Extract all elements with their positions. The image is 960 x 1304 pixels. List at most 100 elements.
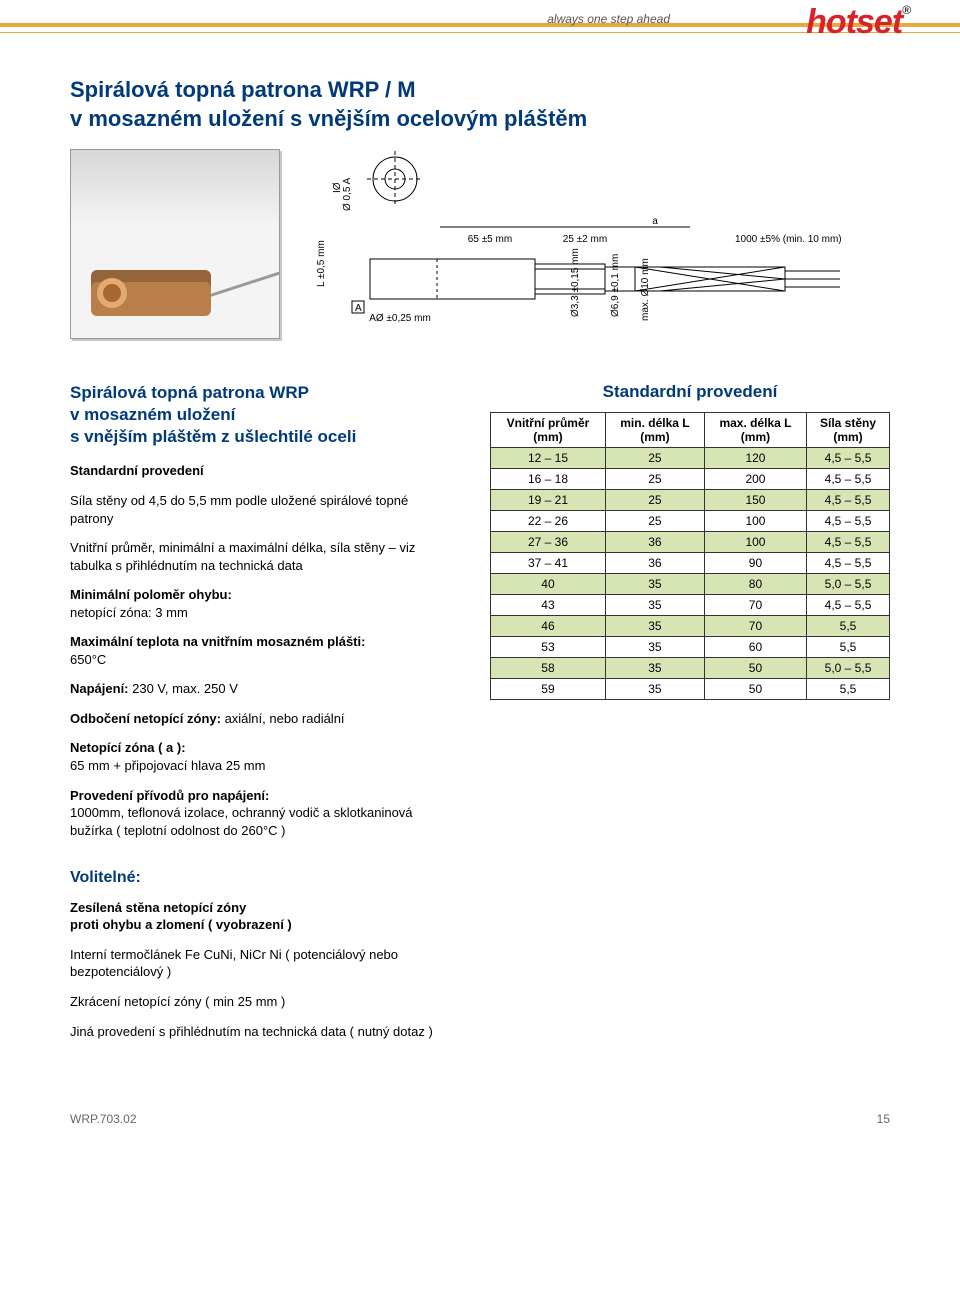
dimension-table: Vnitřní průměr (mm)min. délka L (mm)max.…: [490, 412, 890, 700]
left-p4: Maximální teplota na vnitřním mosazném p…: [70, 633, 450, 668]
lbl-d33: Ø3,3 ±0,15 mm: [570, 248, 581, 317]
lbl-65: 65 ±5 mm: [468, 234, 512, 245]
p7-label: Netopící zóna ( a ):: [70, 740, 186, 755]
table-cell: 90: [704, 553, 806, 574]
table-cell: 19 – 21: [491, 490, 606, 511]
left-p8: Provedení přívodů pro napájení: 1000mm, t…: [70, 787, 450, 840]
tagline: always one step ahead: [547, 12, 670, 26]
table-cell: 80: [704, 574, 806, 595]
table-cell: 100: [704, 532, 806, 553]
table-cell: 200: [704, 469, 806, 490]
sub-l2: v mosazném uložení: [70, 405, 235, 424]
lbl-d10: max. Ø10 mm: [640, 258, 651, 321]
table-th: Síla stěny (mm): [807, 413, 890, 448]
left-p2: Vnitřní průměr, minimální a maximální dé…: [70, 539, 450, 574]
table-cell: 35: [605, 595, 704, 616]
table-cell: 25: [605, 490, 704, 511]
content-columns: Spirálová topná patrona WRP v mosazném u…: [70, 382, 890, 1052]
photo-cable: [201, 263, 280, 300]
brand-reg: ®: [902, 3, 910, 17]
table-cell: 16 – 18: [491, 469, 606, 490]
table-cell: 58: [491, 658, 606, 679]
table-row: 19 – 21251504,5 – 5,5: [491, 490, 890, 511]
table-cell: 35: [605, 658, 704, 679]
table-cell: 50: [704, 658, 806, 679]
table-title: Standardní provedení: [490, 382, 890, 402]
table-cell: 5,5: [807, 637, 890, 658]
table-row: 4335704,5 – 5,5: [491, 595, 890, 616]
header-band: always one step ahead hotset®: [70, 0, 890, 36]
table-cell: 5,5: [807, 679, 890, 700]
table-cell: 150: [704, 490, 806, 511]
table-cell: 12 – 15: [491, 448, 606, 469]
left-p5: Napájení: 230 V, max. 250 V: [70, 680, 450, 698]
p6-label: Odbočení netopící zóny:: [70, 711, 221, 726]
title-line2: v mosazném uložení s vnějším ocelovým pl…: [70, 106, 587, 131]
table-cell: 4,5 – 5,5: [807, 553, 890, 574]
left-p7: Netopící zóna ( a ):65 mm + připojovací …: [70, 739, 450, 774]
table-cell: 70: [704, 595, 806, 616]
table-header-row: Vnitřní průměr (mm)min. délka L (mm)max.…: [491, 413, 890, 448]
table-cell: 100: [704, 511, 806, 532]
table-row: 5935505,5: [491, 679, 890, 700]
right-column: Standardní provedení Vnitřní průměr (mm)…: [490, 382, 890, 700]
page: always one step ahead hotset® Spirálová …: [0, 0, 960, 1166]
product-photo: [70, 149, 280, 339]
sub-l3: s vnějším pláštěm z ušlechtilé oceli: [70, 427, 356, 446]
table-row: 16 – 18252004,5 – 5,5: [491, 469, 890, 490]
lbl-25: 25 ±2 mm: [563, 234, 607, 245]
table-cell: 4,5 – 5,5: [807, 490, 890, 511]
lbl-a: a: [652, 216, 658, 227]
opt-2: Interní termočlánek Fe CuNi, NiCr Ni ( p…: [70, 946, 450, 981]
figure-row: IØ Ø 0,5 A a 65 ±5 mm 25 ±2 mm 1000 ±5% …: [70, 149, 890, 342]
table-cell: 25: [605, 448, 704, 469]
brand-logo: hotset®: [806, 3, 910, 42]
table-cell: 5,5: [807, 616, 890, 637]
p8-text: 1000mm, teflonová izolace, ochranný vodi…: [70, 805, 413, 838]
p5-label: Napájení:: [70, 681, 129, 696]
table-cell: 60: [704, 637, 806, 658]
p3-text: netopící zóna: 3 mm: [70, 605, 188, 620]
table-row: 5335605,5: [491, 637, 890, 658]
table-cell: 25: [605, 469, 704, 490]
table-cell: 27 – 36: [491, 532, 606, 553]
p8-label: Provedení přívodů pro napájení:: [70, 788, 269, 803]
page-title: Spirálová topná patrona WRP / M v mosazn…: [70, 76, 890, 133]
table-cell: 4,5 – 5,5: [807, 532, 890, 553]
left-p1: Síla stěny od 4,5 do 5,5 mm podle uložen…: [70, 492, 450, 527]
lbl-AOE: AØ ±0,25 mm: [369, 313, 431, 324]
brand-text: hotset: [806, 3, 902, 41]
table-cell: 46: [491, 616, 606, 637]
lbl-d69: Ø6,9 ±0,1 mm: [610, 254, 621, 317]
table-row: 27 – 36361004,5 – 5,5: [491, 532, 890, 553]
table-cell: 4,5 – 5,5: [807, 511, 890, 532]
table-cell: 5,0 – 5,5: [807, 658, 890, 679]
p3-label: Minimální poloměr ohybu:: [70, 587, 232, 602]
table-cell: 4,5 – 5,5: [807, 448, 890, 469]
table-cell: 35: [605, 574, 704, 595]
table-cell: 53: [491, 637, 606, 658]
opt-3: Zkrácení netopící zóny ( min 25 mm ): [70, 993, 450, 1011]
technical-drawing: IØ Ø 0,5 A a 65 ±5 mm 25 ±2 mm 1000 ±5% …: [300, 149, 890, 342]
table-row: 12 – 15251204,5 – 5,5: [491, 448, 890, 469]
table-th: min. délka L (mm): [605, 413, 704, 448]
opt-4: Jiná provedení s přihlédnutím na technic…: [70, 1023, 450, 1041]
opt1-text: proti ohybu a zlomení ( vyobrazení ): [70, 917, 292, 932]
table-row: 4035805,0 – 5,5: [491, 574, 890, 595]
table-cell: 37 – 41: [491, 553, 606, 574]
table-cell: 4,5 – 5,5: [807, 469, 890, 490]
table-body: 12 – 15251204,5 – 5,516 – 18252004,5 – 5…: [491, 448, 890, 700]
page-footer: WRP.703.02 15: [70, 1112, 890, 1126]
sub-l1: Spirálová topná patrona WRP: [70, 383, 309, 402]
photo-bore: [97, 278, 127, 308]
p4-label: Maximální teplota na vnitřním mosazném p…: [70, 634, 365, 649]
table-cell: 25: [605, 511, 704, 532]
table-cell: 40: [491, 574, 606, 595]
table-cell: 4,5 – 5,5: [807, 595, 890, 616]
table-cell: 35: [605, 616, 704, 637]
table-cell: 59: [491, 679, 606, 700]
title-line1: Spirálová topná patrona WRP / M: [70, 77, 416, 102]
table-cell: 50: [704, 679, 806, 700]
table-row: 37 – 4136904,5 – 5,5: [491, 553, 890, 574]
table-th: Vnitřní průměr (mm): [491, 413, 606, 448]
